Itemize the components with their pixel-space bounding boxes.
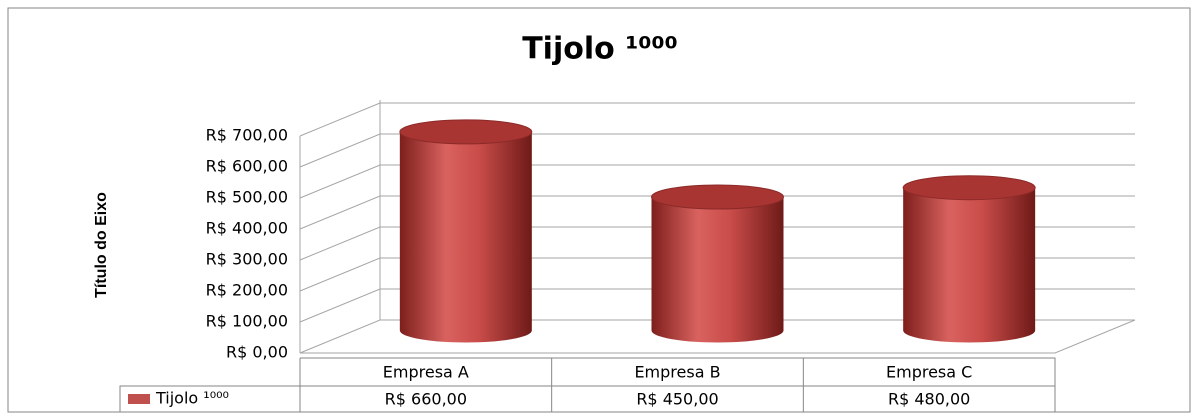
cylinder-top: [651, 184, 784, 210]
cylinder: [651, 197, 784, 343]
grid-line: [299, 102, 1135, 137]
y-axis-label: Título do Eixo: [93, 192, 110, 298]
grid-line: [299, 226, 1135, 261]
grid-line: [299, 133, 1135, 168]
grid-line: [299, 195, 1135, 230]
y-tick-label: R$ 700,00: [206, 126, 288, 145]
grid-line: [299, 257, 1135, 292]
grid-line: [299, 319, 1135, 354]
chart-title: Tijolo ¹⁰⁰⁰: [522, 32, 678, 67]
y-tick-label: R$ 500,00: [206, 188, 288, 207]
legend-swatch: [128, 394, 150, 404]
data-table-value: R$ 450,00: [636, 390, 718, 409]
data-table-value: R$ 660,00: [385, 390, 467, 409]
x-tick-label: Empresa A: [383, 363, 469, 382]
y-tick-label: R$ 200,00: [206, 281, 288, 300]
y-tick-label: R$ 400,00: [206, 219, 288, 238]
cylinder: [903, 187, 1036, 343]
floor-edge: [300, 319, 1136, 354]
cylinder: [399, 131, 532, 343]
y-tick-label: R$ 0,00: [226, 343, 288, 362]
x-tick-label: Empresa B: [634, 363, 720, 382]
y-tick-label: R$ 600,00: [206, 157, 288, 176]
cylinder-top: [399, 119, 533, 145]
legend-label: Tijolo ¹⁰⁰⁰: [155, 389, 229, 408]
grid-line: [299, 164, 1135, 199]
y-tick-label: R$ 300,00: [206, 250, 288, 269]
y-tick-label: R$ 100,00: [206, 312, 288, 331]
grid-line: [299, 288, 1135, 323]
table-border: [119, 357, 1056, 413]
cylinder-top: [902, 175, 1036, 201]
x-tick-label: Empresa C: [886, 363, 972, 382]
data-table-value: R$ 480,00: [888, 390, 970, 409]
